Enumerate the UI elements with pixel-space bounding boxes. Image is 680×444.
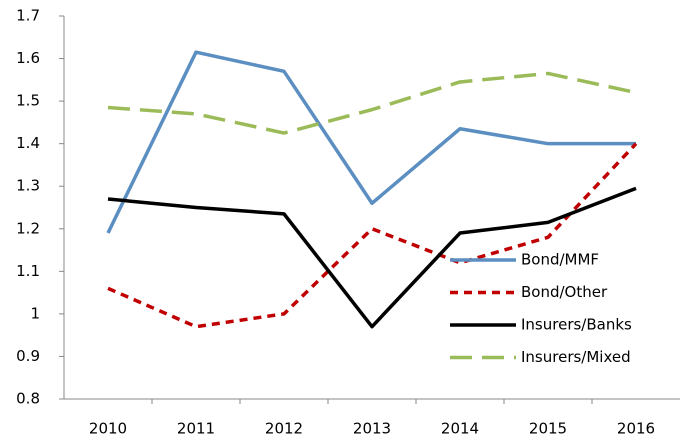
y-tick-label: 1 [30, 304, 40, 322]
y-tick-label: 1.5 [16, 92, 40, 110]
y-tick-label: 1.7 [16, 7, 40, 25]
x-tick-label: 2010 [89, 420, 127, 438]
y-tick-label: 1.2 [16, 219, 40, 237]
y-tick-label: 1.3 [16, 177, 40, 195]
series-line [107, 71, 637, 135]
series-line [107, 186, 637, 329]
y-tick-label: 1.4 [16, 134, 40, 152]
x-tick-label: 2014 [441, 420, 479, 438]
legend-label: Bond/Other [521, 283, 608, 301]
legend-label: Insurers/Mixed [521, 348, 631, 366]
x-tick-label: 2015 [529, 420, 567, 438]
x-tick-label: 2016 [617, 420, 655, 438]
y-tick-label: 0.9 [16, 347, 40, 365]
series-line [107, 142, 638, 329]
x-tick-label: 2013 [353, 420, 391, 438]
x-tick-label: 2011 [177, 420, 215, 438]
legend-label: Bond/MMF [521, 251, 599, 269]
x-tick-label: 2012 [265, 420, 303, 438]
y-tick-label: 0.8 [16, 390, 40, 408]
y-tick-label: 1.1 [16, 262, 40, 280]
series-line [106, 50, 636, 234]
legend-label: Insurers/Banks [521, 316, 632, 334]
y-tick-label: 1.6 [16, 49, 40, 67]
